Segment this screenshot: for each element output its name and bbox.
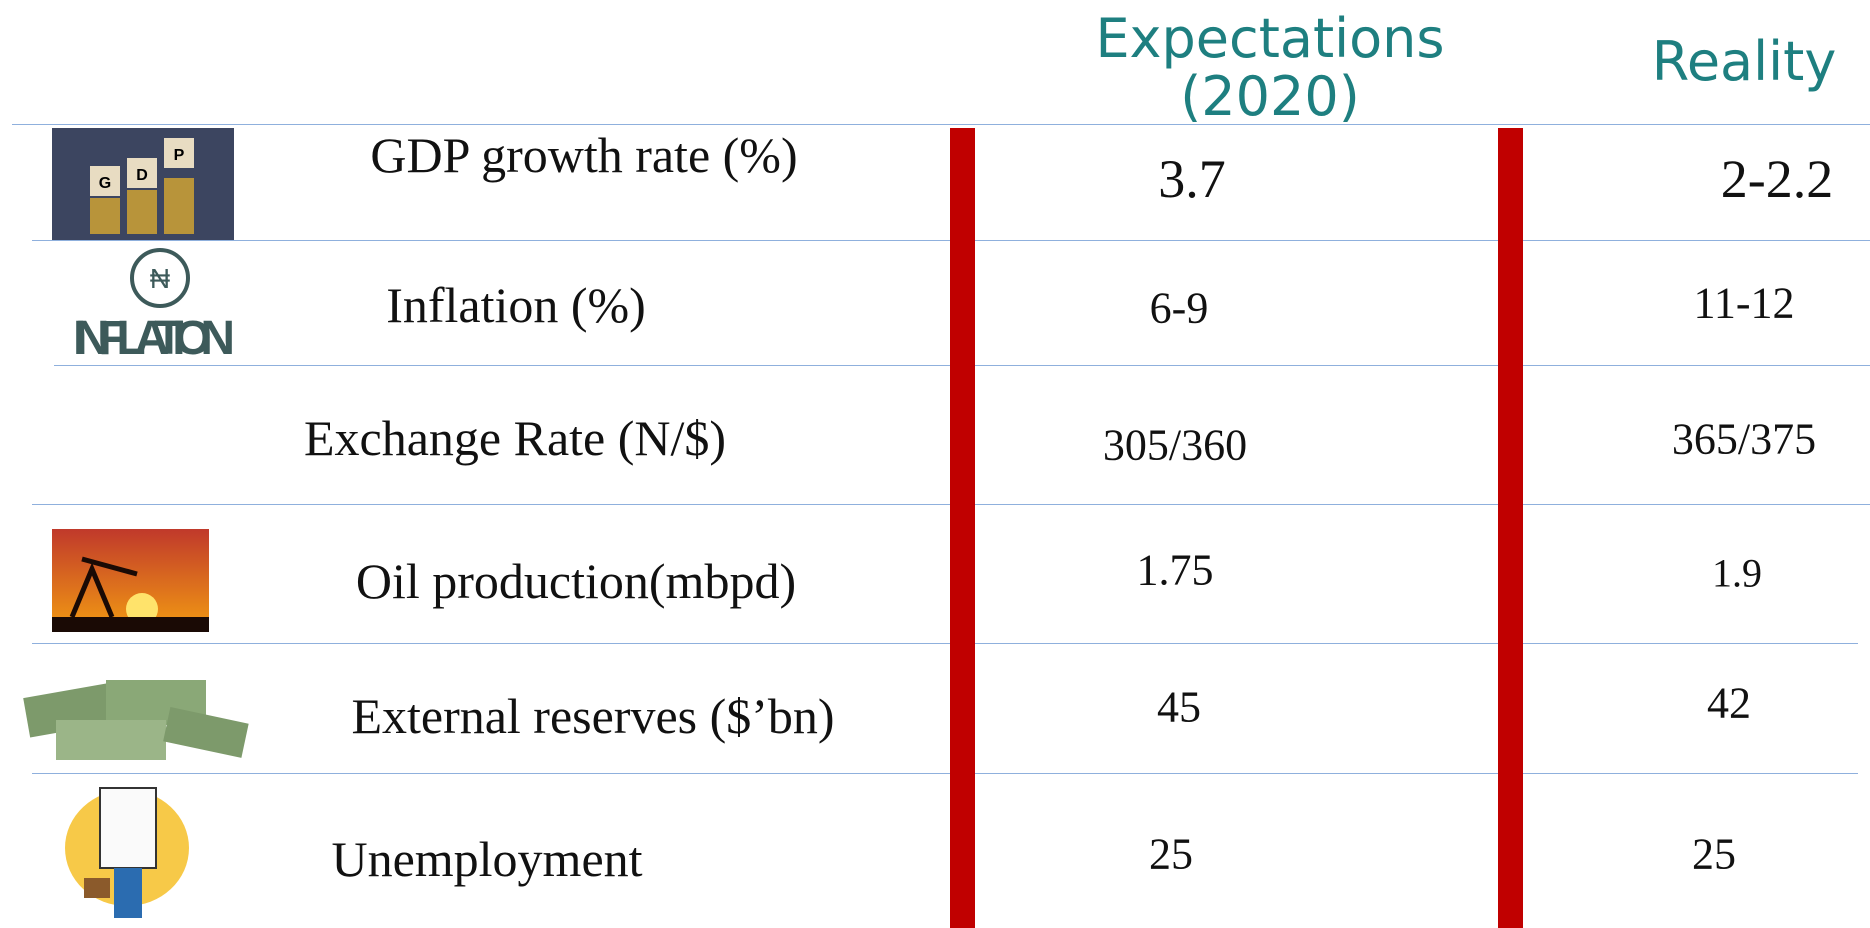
svg-text:INFLATION: INFLATION — [73, 312, 235, 360]
reality-value: 2-2.2 — [1720, 149, 1834, 209]
reality-value: 42 — [1707, 678, 1751, 728]
svg-text:G: G — [99, 175, 111, 192]
inflation-icon: ₦ INFLATION — [73, 248, 235, 360]
oil-icon — [52, 529, 209, 632]
column-divider — [950, 128, 975, 928]
money-icon — [23, 680, 249, 760]
reality-value: 25 — [1692, 829, 1736, 879]
reality-value: 11-12 — [1693, 278, 1795, 328]
expectation-value: 305/360 — [1102, 420, 1248, 470]
column-header: Expectations (2020) — [1095, 7, 1445, 128]
row-label: Unemployment — [331, 831, 643, 887]
row-label: GDP growth rate (%) — [370, 127, 798, 183]
reality-value: 1.9 — [1712, 550, 1762, 596]
row-label: Exchange Rate (N/$) — [303, 410, 727, 466]
resume-icon — [65, 787, 189, 918]
svg-text:D: D — [136, 167, 148, 184]
expectation-value: 1.75 — [1136, 545, 1214, 595]
column-divider — [1498, 128, 1523, 928]
svg-text:₦: ₦ — [150, 263, 170, 294]
reality-value: 365/375 — [1671, 414, 1817, 464]
svg-text:P: P — [174, 147, 185, 164]
expectation-value: 6-9 — [1149, 283, 1209, 333]
row-label: External reserves ($’bn) — [351, 688, 835, 744]
column-header: Reality — [1651, 30, 1837, 93]
row-label: Inflation (%) — [386, 277, 646, 333]
row-line — [32, 773, 1858, 774]
expectation-value: 25 — [1149, 829, 1193, 879]
row-line — [32, 643, 1858, 644]
row-line — [12, 124, 1870, 125]
expectation-value: 3.7 — [1158, 149, 1226, 209]
expectation-value: 45 — [1157, 682, 1201, 732]
gdp-icon: G D P — [52, 128, 234, 240]
row-label: Oil production(mbpd) — [355, 553, 797, 609]
